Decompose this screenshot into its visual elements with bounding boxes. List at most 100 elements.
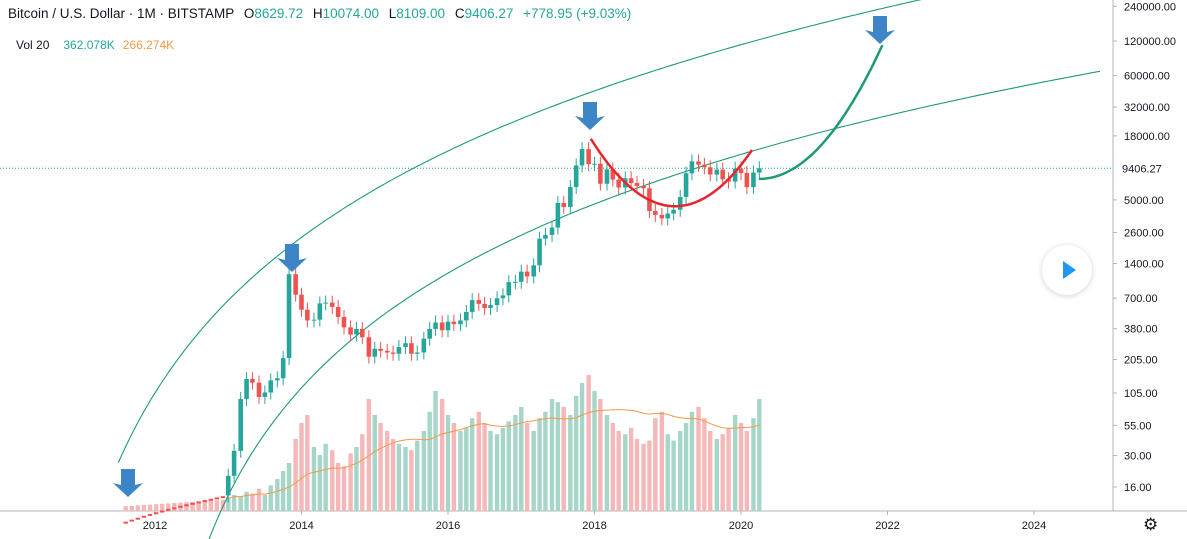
candle-body (683, 173, 689, 197)
volume-ma-line (228, 409, 760, 499)
y-tick-label: 120000.00 (1124, 36, 1176, 48)
volume-bar (341, 466, 347, 511)
y-tick-label: 380.00 (1124, 324, 1158, 336)
volume-bar (305, 415, 310, 511)
candle-body (396, 347, 402, 354)
volume-bar (433, 391, 438, 511)
volume-bar (409, 450, 414, 511)
volume-bar (579, 383, 585, 511)
volume-bar (238, 496, 243, 511)
volume-legend: Vol 20 362.078K 266.274K (16, 38, 174, 52)
volume-bar (458, 431, 463, 511)
volume-bar (451, 423, 457, 511)
candle-body (549, 227, 555, 235)
volume-bar (671, 440, 676, 511)
volume-bar (159, 503, 165, 511)
volume-bar (464, 427, 469, 511)
volume-bar (226, 498, 231, 511)
volume-bar (744, 431, 750, 511)
volume-bar (531, 431, 536, 511)
gear-icon[interactable]: ⚙ (1143, 515, 1159, 534)
volume-bar (598, 399, 603, 511)
down-arrow-icon (575, 102, 605, 130)
volume-bar (403, 447, 408, 511)
volume-bar (738, 423, 744, 511)
volume-bar (653, 418, 658, 511)
y-tick-label: 5000.00 (1124, 195, 1164, 207)
candle-body (196, 501, 201, 504)
candle-body (513, 281, 518, 283)
candle-body (641, 185, 646, 189)
volume-bar (202, 501, 207, 511)
volume-bar (396, 443, 402, 511)
y-tick-label: 32000.00 (1124, 102, 1170, 114)
play-icon[interactable] (1042, 245, 1092, 295)
candle-body (451, 321, 457, 325)
volume-ma-value: 266.274K (122, 38, 175, 52)
candle-body (707, 167, 713, 175)
y-tick-label: 60000.00 (1124, 71, 1170, 83)
volume-bar (665, 434, 670, 511)
volume-bar (208, 500, 214, 511)
candle-body (720, 169, 725, 180)
candle-body (573, 165, 579, 188)
candle-body (172, 507, 177, 510)
candle-body (439, 322, 445, 331)
high-value: 10074.00 (322, 6, 379, 21)
price-tag: 9406.27 (1122, 163, 1162, 175)
volume-bar (385, 431, 390, 511)
volume-bar (415, 440, 420, 511)
volume-bar (519, 407, 524, 511)
candle-body (231, 450, 237, 476)
candle-body (275, 378, 280, 381)
volume-bar (708, 431, 713, 511)
volume-bar (184, 502, 189, 511)
volume-bar (720, 434, 725, 511)
candle-body (414, 352, 420, 354)
x-tick-label: 2022 (875, 520, 899, 532)
x-tick-label: 2014 (289, 520, 313, 532)
volume-bar (506, 421, 511, 511)
volume-bar (262, 495, 268, 511)
volume-bar (659, 411, 665, 511)
symbol-title: Bitcoin / U.S. Dollar · 1M · BITSTAMP (8, 6, 235, 21)
candle-body (299, 294, 304, 310)
candle-body (305, 309, 310, 321)
volume-bar (390, 439, 396, 511)
candle-body (141, 515, 147, 518)
volume-bar (445, 415, 451, 511)
candle-body (256, 382, 262, 397)
candle-body (280, 358, 286, 379)
candle-body (129, 519, 134, 522)
open-label: O (243, 6, 255, 21)
candle-body (677, 196, 683, 210)
close-label: C (454, 6, 465, 21)
volume-bar (641, 443, 646, 511)
candle-body (458, 320, 463, 325)
candle-body (506, 282, 512, 296)
candle-body (604, 169, 610, 184)
candle-body (202, 500, 207, 503)
volume-bar (696, 407, 701, 511)
volume-bar (610, 423, 616, 511)
volume-bar (616, 431, 621, 511)
y-tick-label: 2600.00 (1124, 228, 1164, 240)
candle-body (586, 149, 591, 165)
candle-body (476, 300, 482, 304)
candle-body (744, 173, 750, 188)
candle-body (190, 502, 195, 505)
candle-body (220, 496, 226, 499)
candle-body (561, 202, 567, 207)
candle-body (482, 303, 487, 308)
candle-body (366, 337, 372, 357)
candle-body (178, 505, 183, 508)
volume-bar (476, 411, 481, 511)
volume-bar (482, 423, 487, 511)
candle-body (518, 271, 524, 282)
candle-body (555, 202, 561, 228)
candle-body (317, 303, 323, 320)
candle-body (665, 213, 671, 219)
price-tag-bg (1114, 159, 1174, 178)
candle-body (488, 305, 493, 308)
